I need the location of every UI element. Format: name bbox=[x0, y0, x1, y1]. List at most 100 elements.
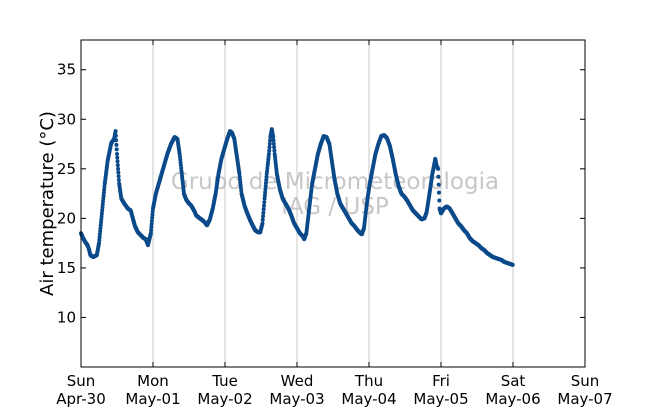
data-point-133 bbox=[116, 177, 121, 182]
x-tick-label-day-1: Mon bbox=[137, 372, 169, 390]
y-tick-label-20: 20 bbox=[57, 209, 76, 227]
data-point-254 bbox=[150, 209, 155, 214]
x-tick-label-date-5: May-05 bbox=[413, 390, 468, 408]
watermark-line-2: IAG / USP bbox=[281, 194, 389, 220]
data-point-132 bbox=[116, 174, 121, 179]
x-tick-label-day-7: Sun bbox=[571, 372, 600, 390]
data-point-131 bbox=[116, 170, 121, 175]
data-point-124 bbox=[114, 142, 119, 147]
data-point-660 bbox=[266, 151, 271, 156]
data-point-650 bbox=[263, 181, 268, 186]
data-point-126 bbox=[115, 151, 119, 156]
x-tick-label-date-7: May-07 bbox=[557, 390, 612, 408]
data-point-661 bbox=[267, 148, 272, 153]
data-point-83 bbox=[102, 184, 107, 189]
data-point-67 bbox=[97, 232, 102, 237]
data-point-252 bbox=[150, 215, 155, 220]
x-tick-label-day-4: Thu bbox=[354, 372, 383, 390]
data-point-247 bbox=[148, 231, 153, 236]
y-tick-label-35: 35 bbox=[57, 61, 76, 79]
x-tick-label-date-6: May-06 bbox=[485, 390, 540, 408]
data-point-81 bbox=[101, 190, 106, 195]
data-point-248 bbox=[149, 228, 154, 233]
data-point-75 bbox=[100, 208, 105, 213]
data-point-79 bbox=[101, 196, 106, 201]
data-point-66 bbox=[97, 235, 102, 240]
data-point-643 bbox=[261, 203, 266, 208]
data-point-69 bbox=[98, 226, 103, 231]
data-point-678 bbox=[272, 145, 277, 150]
x-tick-label-date-4: May-04 bbox=[341, 390, 396, 408]
data-point-1252 bbox=[436, 190, 441, 195]
data-point-641 bbox=[261, 210, 266, 215]
data-point-1508 bbox=[510, 262, 515, 267]
data-point-1253 bbox=[437, 198, 442, 203]
data-point-651 bbox=[264, 177, 269, 182]
data-point-123 bbox=[114, 138, 119, 143]
data-point-128 bbox=[115, 159, 120, 164]
data-point-73 bbox=[99, 214, 104, 219]
x-tick-label-date-3: May-03 bbox=[269, 390, 324, 408]
data-point-647 bbox=[263, 190, 268, 195]
data-point-129 bbox=[115, 163, 120, 168]
y-axis-ticks: 10 15 20 25 30 35 bbox=[57, 61, 585, 326]
data-point-82 bbox=[102, 187, 107, 192]
data-point-638 bbox=[260, 221, 265, 226]
data-point-251 bbox=[149, 218, 154, 223]
data-point-71 bbox=[99, 220, 104, 225]
x-axis-ticks: SunApr-30MonMay-01TueMay-02WedMay-03ThuM… bbox=[56, 40, 613, 408]
data-point-675 bbox=[271, 135, 276, 140]
x-tick-label-day-5: Fri bbox=[432, 372, 450, 390]
x-tick-label-date-1: May-01 bbox=[125, 390, 180, 408]
data-point-1251 bbox=[436, 182, 441, 187]
data-point-64 bbox=[97, 241, 101, 246]
data-point-72 bbox=[99, 217, 104, 222]
y-axis-label: Air temperature (°C) bbox=[37, 111, 58, 296]
data-point-1250 bbox=[436, 174, 441, 179]
y-tick-label-10: 10 bbox=[57, 308, 76, 326]
data-point-677 bbox=[271, 141, 276, 146]
data-point-78 bbox=[101, 199, 106, 204]
data-point-77 bbox=[100, 202, 105, 207]
data-point-642 bbox=[261, 207, 266, 212]
y-tick-label-25: 25 bbox=[57, 160, 76, 178]
x-tick-label-date-0: Apr-30 bbox=[56, 390, 106, 408]
y-tick-label-15: 15 bbox=[57, 259, 76, 277]
data-point-130 bbox=[116, 166, 121, 171]
data-point-663 bbox=[267, 141, 272, 146]
data-point-121 bbox=[113, 129, 118, 134]
x-tick-label-day-3: Wed bbox=[281, 372, 314, 390]
data-point-662 bbox=[267, 145, 272, 150]
data-point-644 bbox=[262, 200, 267, 205]
data-point-1249 bbox=[436, 166, 441, 171]
data-point-125 bbox=[114, 147, 119, 152]
data-point-74 bbox=[99, 211, 104, 216]
data-point-664 bbox=[268, 138, 273, 143]
data-point-646 bbox=[262, 193, 267, 198]
data-point-645 bbox=[262, 196, 267, 201]
data-point-640 bbox=[261, 214, 266, 219]
y-tick-label-30: 30 bbox=[57, 110, 76, 128]
data-point-70 bbox=[98, 223, 103, 228]
x-tick-label-date-2: May-02 bbox=[197, 390, 252, 408]
plot-frame bbox=[80, 39, 586, 368]
day-gridlines bbox=[152, 40, 514, 367]
data-point-676 bbox=[271, 138, 276, 143]
data-point-648 bbox=[263, 187, 268, 192]
data-point-249 bbox=[149, 225, 154, 230]
data-point-80 bbox=[101, 193, 106, 198]
data-point-122 bbox=[113, 133, 118, 138]
data-point-76 bbox=[100, 205, 105, 210]
data-point-649 bbox=[263, 184, 268, 189]
data-point-253 bbox=[150, 212, 155, 217]
x-tick-label-day-6: Sat bbox=[501, 372, 526, 390]
data-point-250 bbox=[149, 221, 154, 226]
x-tick-label-day-0: Sun bbox=[67, 372, 96, 390]
x-tick-label-day-2: Tue bbox=[211, 372, 238, 390]
data-point-65 bbox=[97, 238, 102, 243]
data-point-639 bbox=[260, 217, 265, 222]
data-point-679 bbox=[272, 148, 277, 153]
temperature-series bbox=[79, 127, 515, 267]
